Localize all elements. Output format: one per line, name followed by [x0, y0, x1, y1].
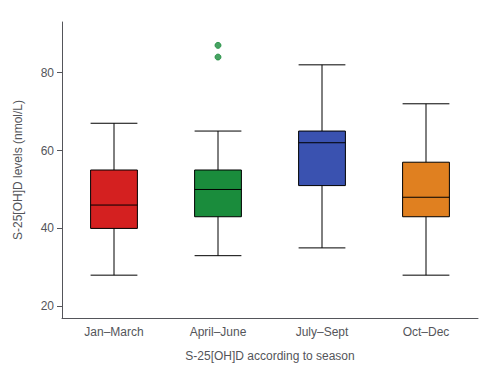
svg-text:April–June: April–June: [190, 325, 247, 339]
svg-text:S-25[OH]D according to season: S-25[OH]D according to season: [185, 349, 354, 363]
svg-text:80: 80: [41, 66, 55, 80]
svg-text:20: 20: [41, 299, 55, 313]
svg-text:Jan–March: Jan–March: [84, 325, 143, 339]
svg-text:S-25[OH]D levels (nmol/L): S-25[OH]D levels (nmol/L): [11, 100, 25, 240]
svg-text:Oct–Dec: Oct–Dec: [403, 325, 450, 339]
svg-text:60: 60: [41, 144, 55, 158]
svg-text:40: 40: [41, 221, 55, 235]
svg-text:July–Sept: July–Sept: [296, 325, 349, 339]
